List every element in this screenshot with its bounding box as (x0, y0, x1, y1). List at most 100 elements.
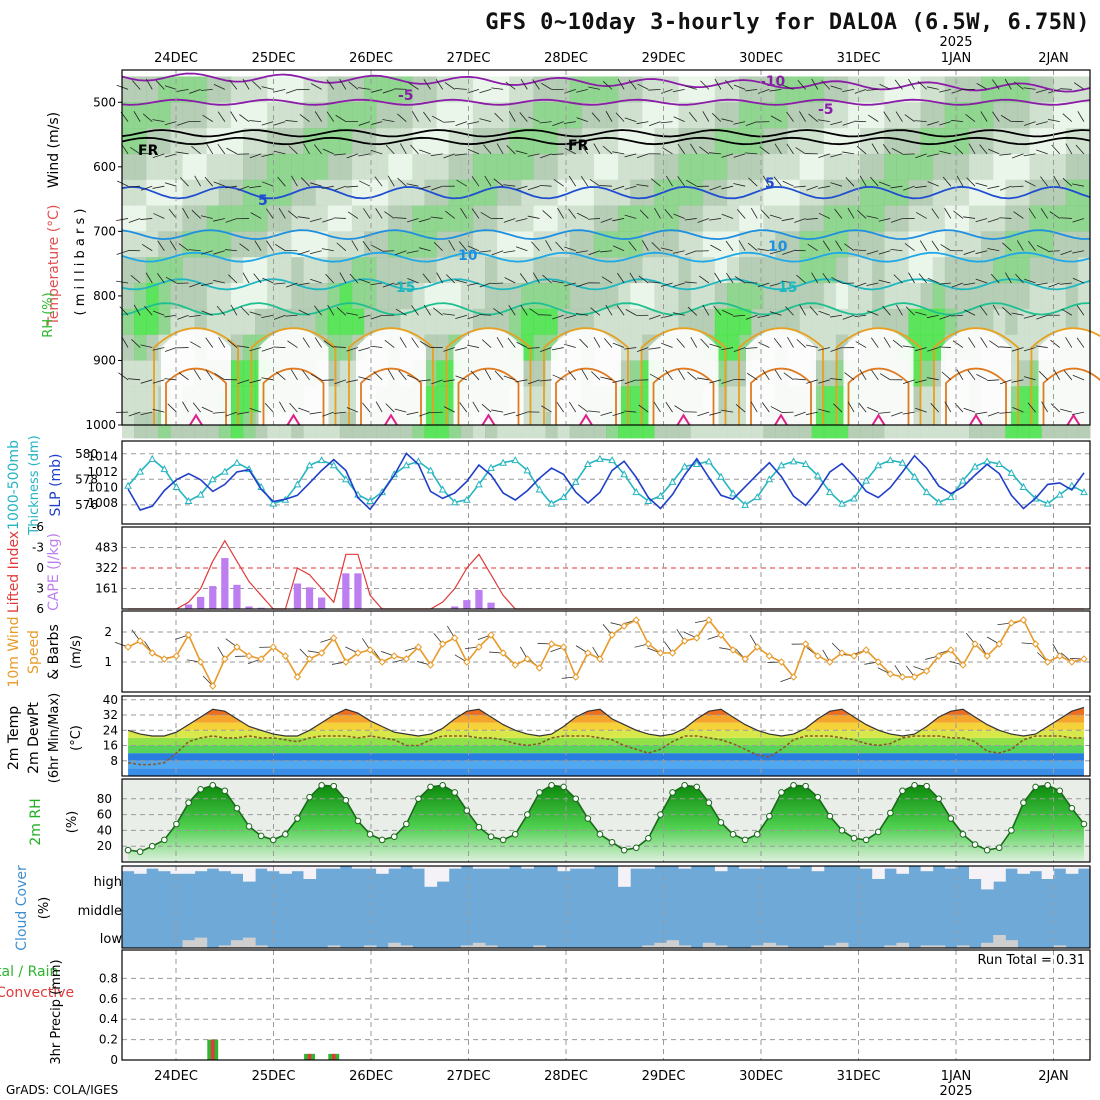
wind-barb (842, 88, 855, 92)
wind-barb (217, 143, 226, 155)
wind10-point (789, 673, 798, 681)
rh-shade-cell (134, 102, 147, 129)
temp-tick-label: 32 (103, 708, 118, 722)
wind-barb (152, 408, 165, 413)
wind-barb (133, 111, 141, 122)
wind-barb (617, 78, 625, 90)
wind-barb (806, 379, 818, 384)
rh-shade-cell (424, 102, 438, 129)
low-cloud-bar (920, 945, 934, 948)
rh-shade-cell (497, 128, 510, 155)
rh-shade-cell (666, 153, 680, 181)
wind-barb (831, 276, 843, 284)
thickness-point (765, 475, 774, 483)
rh-shade-cell (182, 257, 196, 284)
rh-shade-cell (872, 231, 885, 258)
wind-barb (152, 379, 165, 384)
rh-shade-cell (739, 257, 752, 284)
isotherm-20 (348, 327, 434, 425)
wind-barb (902, 345, 915, 348)
rh-shade-cell (1065, 179, 1079, 207)
rh-shade-cell (291, 128, 304, 155)
wind-barb (262, 277, 274, 284)
rh-shade-cell (739, 179, 752, 207)
rh-shade-cell (642, 257, 655, 284)
wind-barb (1062, 177, 1073, 187)
temp-band (128, 715, 1085, 723)
rh-shade-cell (1005, 231, 1018, 258)
wind-barb (805, 344, 818, 348)
top-date-label: 24DEC (154, 51, 198, 66)
wind-barb (333, 153, 346, 156)
wind-barb (358, 87, 371, 90)
wind-barb (903, 185, 915, 191)
wind-barb (1035, 282, 1048, 286)
high-cloud-bar (291, 866, 304, 872)
wind-barb (201, 310, 213, 316)
high-cloud-bar (981, 866, 994, 890)
wind-barb (431, 379, 443, 385)
rh-shade-cell (279, 102, 292, 129)
wind-barb (908, 272, 915, 284)
wind-barb (288, 145, 298, 155)
high-cloud-bar (860, 866, 873, 869)
wind-barb (612, 185, 625, 191)
wind10-point (523, 655, 532, 663)
rh-shade-cell (1041, 153, 1055, 181)
wind-barb (515, 246, 528, 252)
wind-barb (176, 88, 189, 92)
rh-shade-cell (194, 205, 208, 232)
rh-shade-cell (739, 205, 752, 232)
dry-plume (843, 328, 914, 425)
rh-shade-cell (581, 179, 595, 207)
rh-shade-cell (1077, 153, 1091, 181)
wind10-point (463, 658, 471, 666)
wind-barb (878, 181, 891, 187)
rh-shade-cell (230, 102, 244, 129)
rh-shade-cell (134, 179, 147, 207)
high-cloud-bar (279, 866, 292, 874)
rh-shade-cell (158, 257, 171, 284)
rh-shade-cell (823, 153, 837, 181)
rh-shade-cell (557, 153, 571, 181)
rh-shade-cell (485, 179, 498, 207)
rh-shade-cell (400, 308, 413, 336)
rh-shade-cell (230, 231, 244, 258)
wind-barb (118, 372, 129, 381)
rh-shade-cell (763, 179, 776, 207)
wind-barb (926, 86, 939, 90)
cape-bar (233, 584, 241, 609)
rh-shade-cell (134, 128, 147, 155)
wind-barb (991, 79, 1000, 90)
wind-barb (297, 216, 310, 219)
rh-shade-cell (848, 128, 861, 155)
low-cloud-bar (218, 945, 232, 948)
rh-shade-cell (122, 334, 135, 361)
wind-barb (660, 282, 673, 287)
wind-barb (191, 209, 201, 219)
wind-barb (870, 337, 879, 348)
wind-barb (603, 338, 613, 348)
precip-tick-label: 0.4 (99, 1012, 118, 1026)
wind-barb (1062, 113, 1073, 122)
isotherm-20 (1030, 327, 1100, 425)
wind-barb (370, 345, 383, 348)
cape-tick-label: 483 (95, 541, 118, 555)
isotherm-line (121, 129, 1091, 138)
rh-shade-cell (521, 308, 534, 336)
thickness-point (269, 499, 278, 507)
rh2m-point (306, 793, 313, 801)
wind-barb (651, 242, 661, 252)
li-tick-label: 3 (36, 582, 44, 596)
wind10-point (233, 643, 241, 651)
label-rh2m-units: (%) (65, 811, 80, 834)
rh-shade-cell (1053, 179, 1067, 207)
rh-shade-cell (569, 231, 583, 258)
wind-barb (842, 151, 855, 155)
thickness-point (971, 462, 979, 470)
wind-barb (370, 314, 383, 320)
wind-barb (374, 176, 383, 187)
rh2m-point (427, 783, 434, 791)
top-date-label: 31DEC (837, 51, 881, 66)
wind-barb (769, 250, 782, 255)
